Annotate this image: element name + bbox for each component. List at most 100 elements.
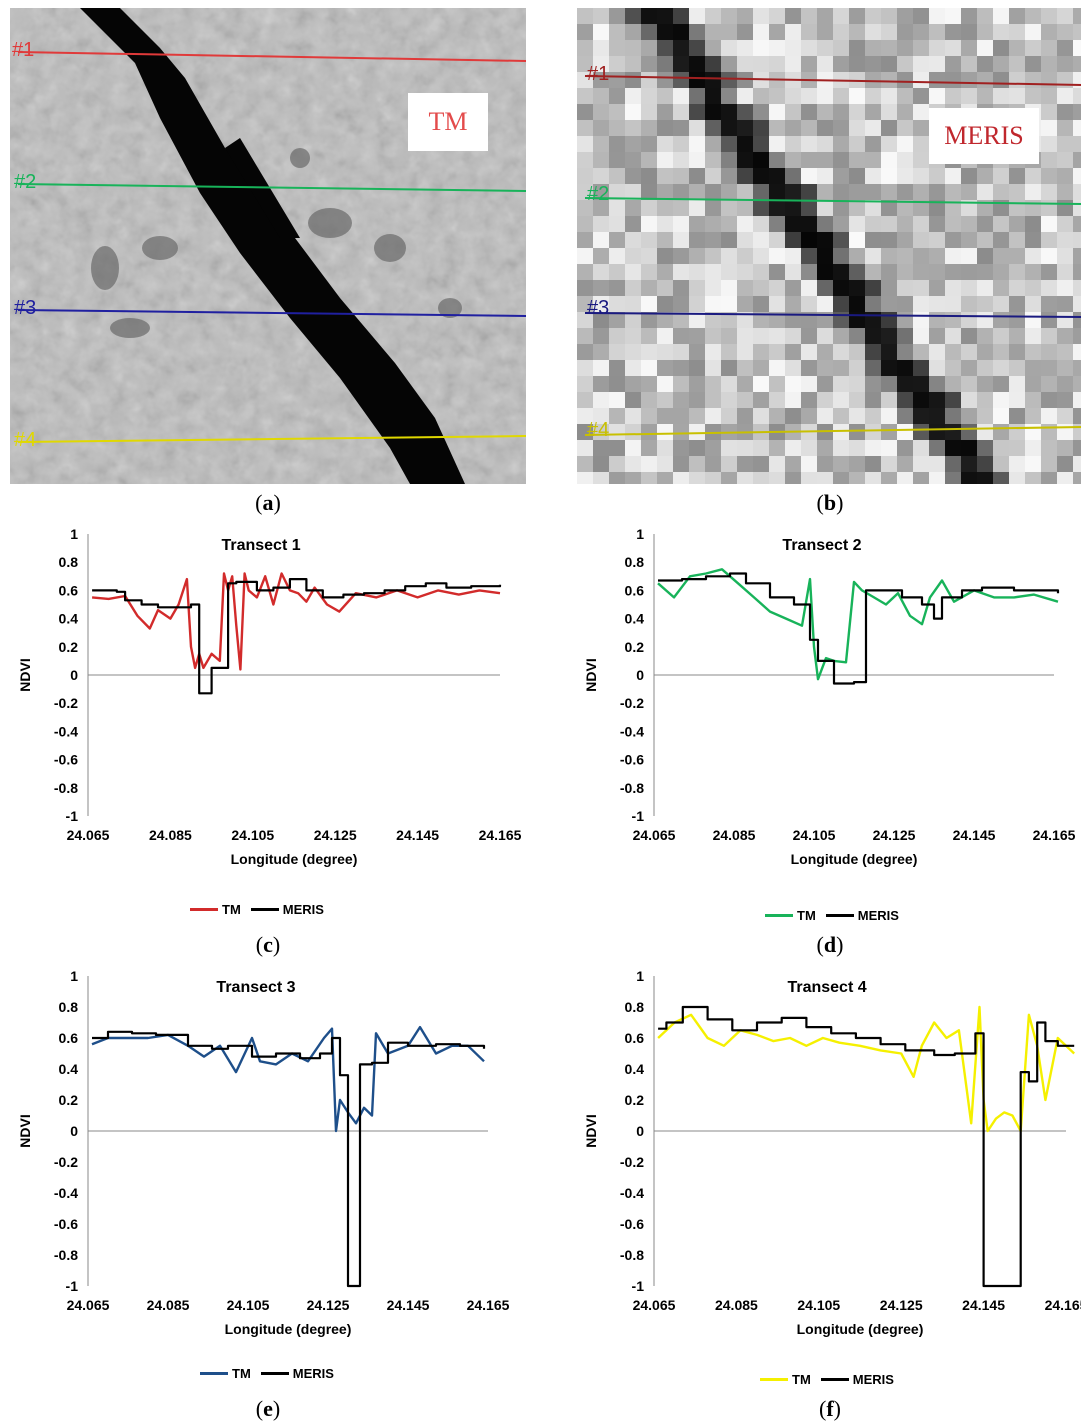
x-tick-label: 24.165: [467, 1297, 510, 1313]
x-tick-label: 24.105: [231, 827, 274, 843]
legend-meris-swatch: [250, 908, 279, 911]
x-tick-label: 24.065: [633, 827, 676, 843]
y-tick-label: 0.8: [625, 554, 645, 570]
x-tick-label: 24.125: [307, 1297, 350, 1313]
y-tick-label: 0.2: [59, 1092, 79, 1108]
series-line-tm: [657, 568, 1059, 681]
y-tick-label: 0.4: [59, 1061, 79, 1077]
chart-transect-2: 1 0.8 0.6 0.4 0.2 0 -0.2 -0.4 -0.6 -0.8 -1 24.065 24…: [560, 520, 1080, 880]
y-tick-label: -0.4: [620, 1185, 644, 1201]
legend-tm-swatch: [190, 908, 218, 911]
x-axis-label: Longitude (degree): [791, 851, 918, 867]
y-tick-label: -0.8: [620, 780, 644, 796]
y-tick-label: 0.8: [59, 554, 79, 570]
meris-transect-lines: #1 #2 #3 #4: [584, 63, 1081, 441]
chart-svg: 1 0.8 0.6 0.4 0.2 0 -0.2 -0.4 -0.6 -0.8 -1 24.065 24…: [583, 526, 1076, 867]
y-tick-label: 0.6: [625, 1030, 645, 1046]
y-tick-label: -1: [66, 1278, 79, 1294]
caption-a: (a): [255, 490, 281, 515]
chart-title: Transect 2: [782, 537, 861, 554]
chart-transect-1: 1 0.8 0.6 0.4 0.2 0 -0.2 -0.4 -0.6 -0.8 -1 24.065 24…: [0, 520, 540, 880]
tm-transect-lines: #1 #2 #3 #4: [12, 39, 526, 451]
tm-label-box: TM: [408, 93, 488, 151]
y-tick-label: -0.4: [54, 1185, 78, 1201]
tm-transect-4-label: #4: [14, 429, 36, 451]
y-tick-label: -1: [632, 1278, 645, 1294]
legend-meris-label: MERIS: [292, 1366, 334, 1381]
x-tick-label: 24.065: [67, 827, 110, 843]
y-tick-label: -0.4: [620, 723, 644, 739]
chart-title: Transect 3: [216, 979, 295, 996]
y-tick-label: -0.8: [54, 1247, 78, 1263]
y-tick-label: 0: [70, 667, 78, 683]
x-tick-label: 24.065: [633, 1297, 676, 1313]
y-tick-label: 0: [636, 667, 644, 683]
y-tick-label: 0.2: [59, 639, 79, 655]
x-tick-label: 24.125: [880, 1297, 923, 1313]
y-tick-label: -0.8: [54, 780, 78, 796]
tm-label: TM: [428, 107, 468, 136]
chart-svg: 1 0.8 0.6 0.4 0.2 0 -0.2 -0.4 -0.6 -0.8 -1 24.065 24…: [583, 968, 1081, 1337]
y-tick-label: -0.4: [54, 723, 78, 739]
y-tick-label: 1: [636, 526, 644, 542]
x-axis-label: Longitude (degree): [231, 851, 358, 867]
x-tick-label: 24.105: [793, 827, 836, 843]
y-tick-label: 1: [70, 968, 78, 984]
x-tick-label: 24.085: [149, 827, 192, 843]
x-axis-label: Longitude (degree): [225, 1321, 352, 1337]
y-tick-label: 0.2: [625, 639, 645, 655]
y-tick-label: -1: [632, 808, 645, 824]
legend-meris-label: MERIS: [852, 1372, 894, 1387]
y-tick-label: 1: [70, 526, 78, 542]
y-tick-label: 0: [70, 1123, 78, 1139]
y-tick-label: -0.6: [54, 752, 78, 768]
tm-transect-2-label: #2: [14, 171, 36, 193]
legend-tm-swatch: [760, 1378, 788, 1381]
y-tick-label: 0.6: [625, 582, 645, 598]
series-line-tm: [91, 572, 501, 671]
legend-transect-1: TM MERIS: [190, 902, 334, 917]
y-tick-label: -0.6: [620, 752, 644, 768]
x-axis-label: Longitude (degree): [797, 1321, 924, 1337]
chart-svg: 1 0.8 0.6 0.4 0.2 0 -0.2 -0.4 -0.6 -0.8 -1 24.065 24…: [17, 968, 510, 1337]
y-tick-label: 0.8: [625, 999, 645, 1015]
y-tick-label: -0.2: [54, 1154, 78, 1170]
y-tick-label: -0.2: [54, 695, 78, 711]
y-tick-label: 0.4: [59, 611, 79, 627]
caption-b: (b): [816, 490, 844, 515]
legend-meris-label: MERIS: [282, 902, 324, 917]
legend-tm-label: TM: [797, 908, 816, 923]
legend-meris-swatch: [260, 1372, 289, 1375]
chart-transect-3: 1 0.8 0.6 0.4 0.2 0 -0.2 -0.4 -0.6 -0.8 -1 24.065 24…: [0, 962, 540, 1342]
y-axis-label: NDVI: [583, 658, 599, 691]
meris-image-panel: #1 #2 #3 #4 MERIS: [577, 8, 1081, 484]
meris-label-box: MERIS: [929, 108, 1039, 164]
chart-title: Transect 1: [221, 537, 300, 554]
y-tick-label: -1: [66, 808, 79, 824]
x-tick-label: 24.145: [396, 827, 439, 843]
caption-d: (d): [816, 932, 844, 957]
x-tick-label: 24.165: [1045, 1297, 1081, 1313]
chart-transect-4: 1 0.8 0.6 0.4 0.2 0 -0.2 -0.4 -0.6 -0.8 -1 24.065 24…: [560, 962, 1081, 1342]
legend-tm-swatch: [765, 914, 793, 917]
legend-transect-2: TM MERIS: [765, 908, 909, 923]
y-tick-label: -0.8: [620, 1247, 644, 1263]
y-tick-label: -0.2: [620, 1154, 644, 1170]
y-tick-label: -0.6: [54, 1216, 78, 1232]
legend-meris-swatch: [820, 1378, 849, 1381]
meris-image: [577, 8, 1081, 484]
y-tick-label: 0.8: [59, 999, 79, 1015]
tm-transect-1-label: #1: [12, 39, 34, 61]
y-axis-label: NDVI: [17, 1114, 33, 1147]
tm-image-panel: #1 #2 #3 #4 TM: [10, 8, 526, 484]
caption-e: (e): [255, 1396, 281, 1421]
x-tick-label: 24.065: [67, 1297, 110, 1313]
x-tick-label: 24.085: [713, 827, 756, 843]
x-tick-label: 24.085: [715, 1297, 758, 1313]
y-tick-label: 0.6: [59, 1030, 79, 1046]
series-line-tm: [657, 1005, 1076, 1133]
caption-f: (f): [819, 1396, 841, 1421]
y-tick-label: 0.4: [625, 611, 645, 627]
legend-tm-label: TM: [792, 1372, 811, 1387]
series-line-meris: [92, 578, 502, 695]
